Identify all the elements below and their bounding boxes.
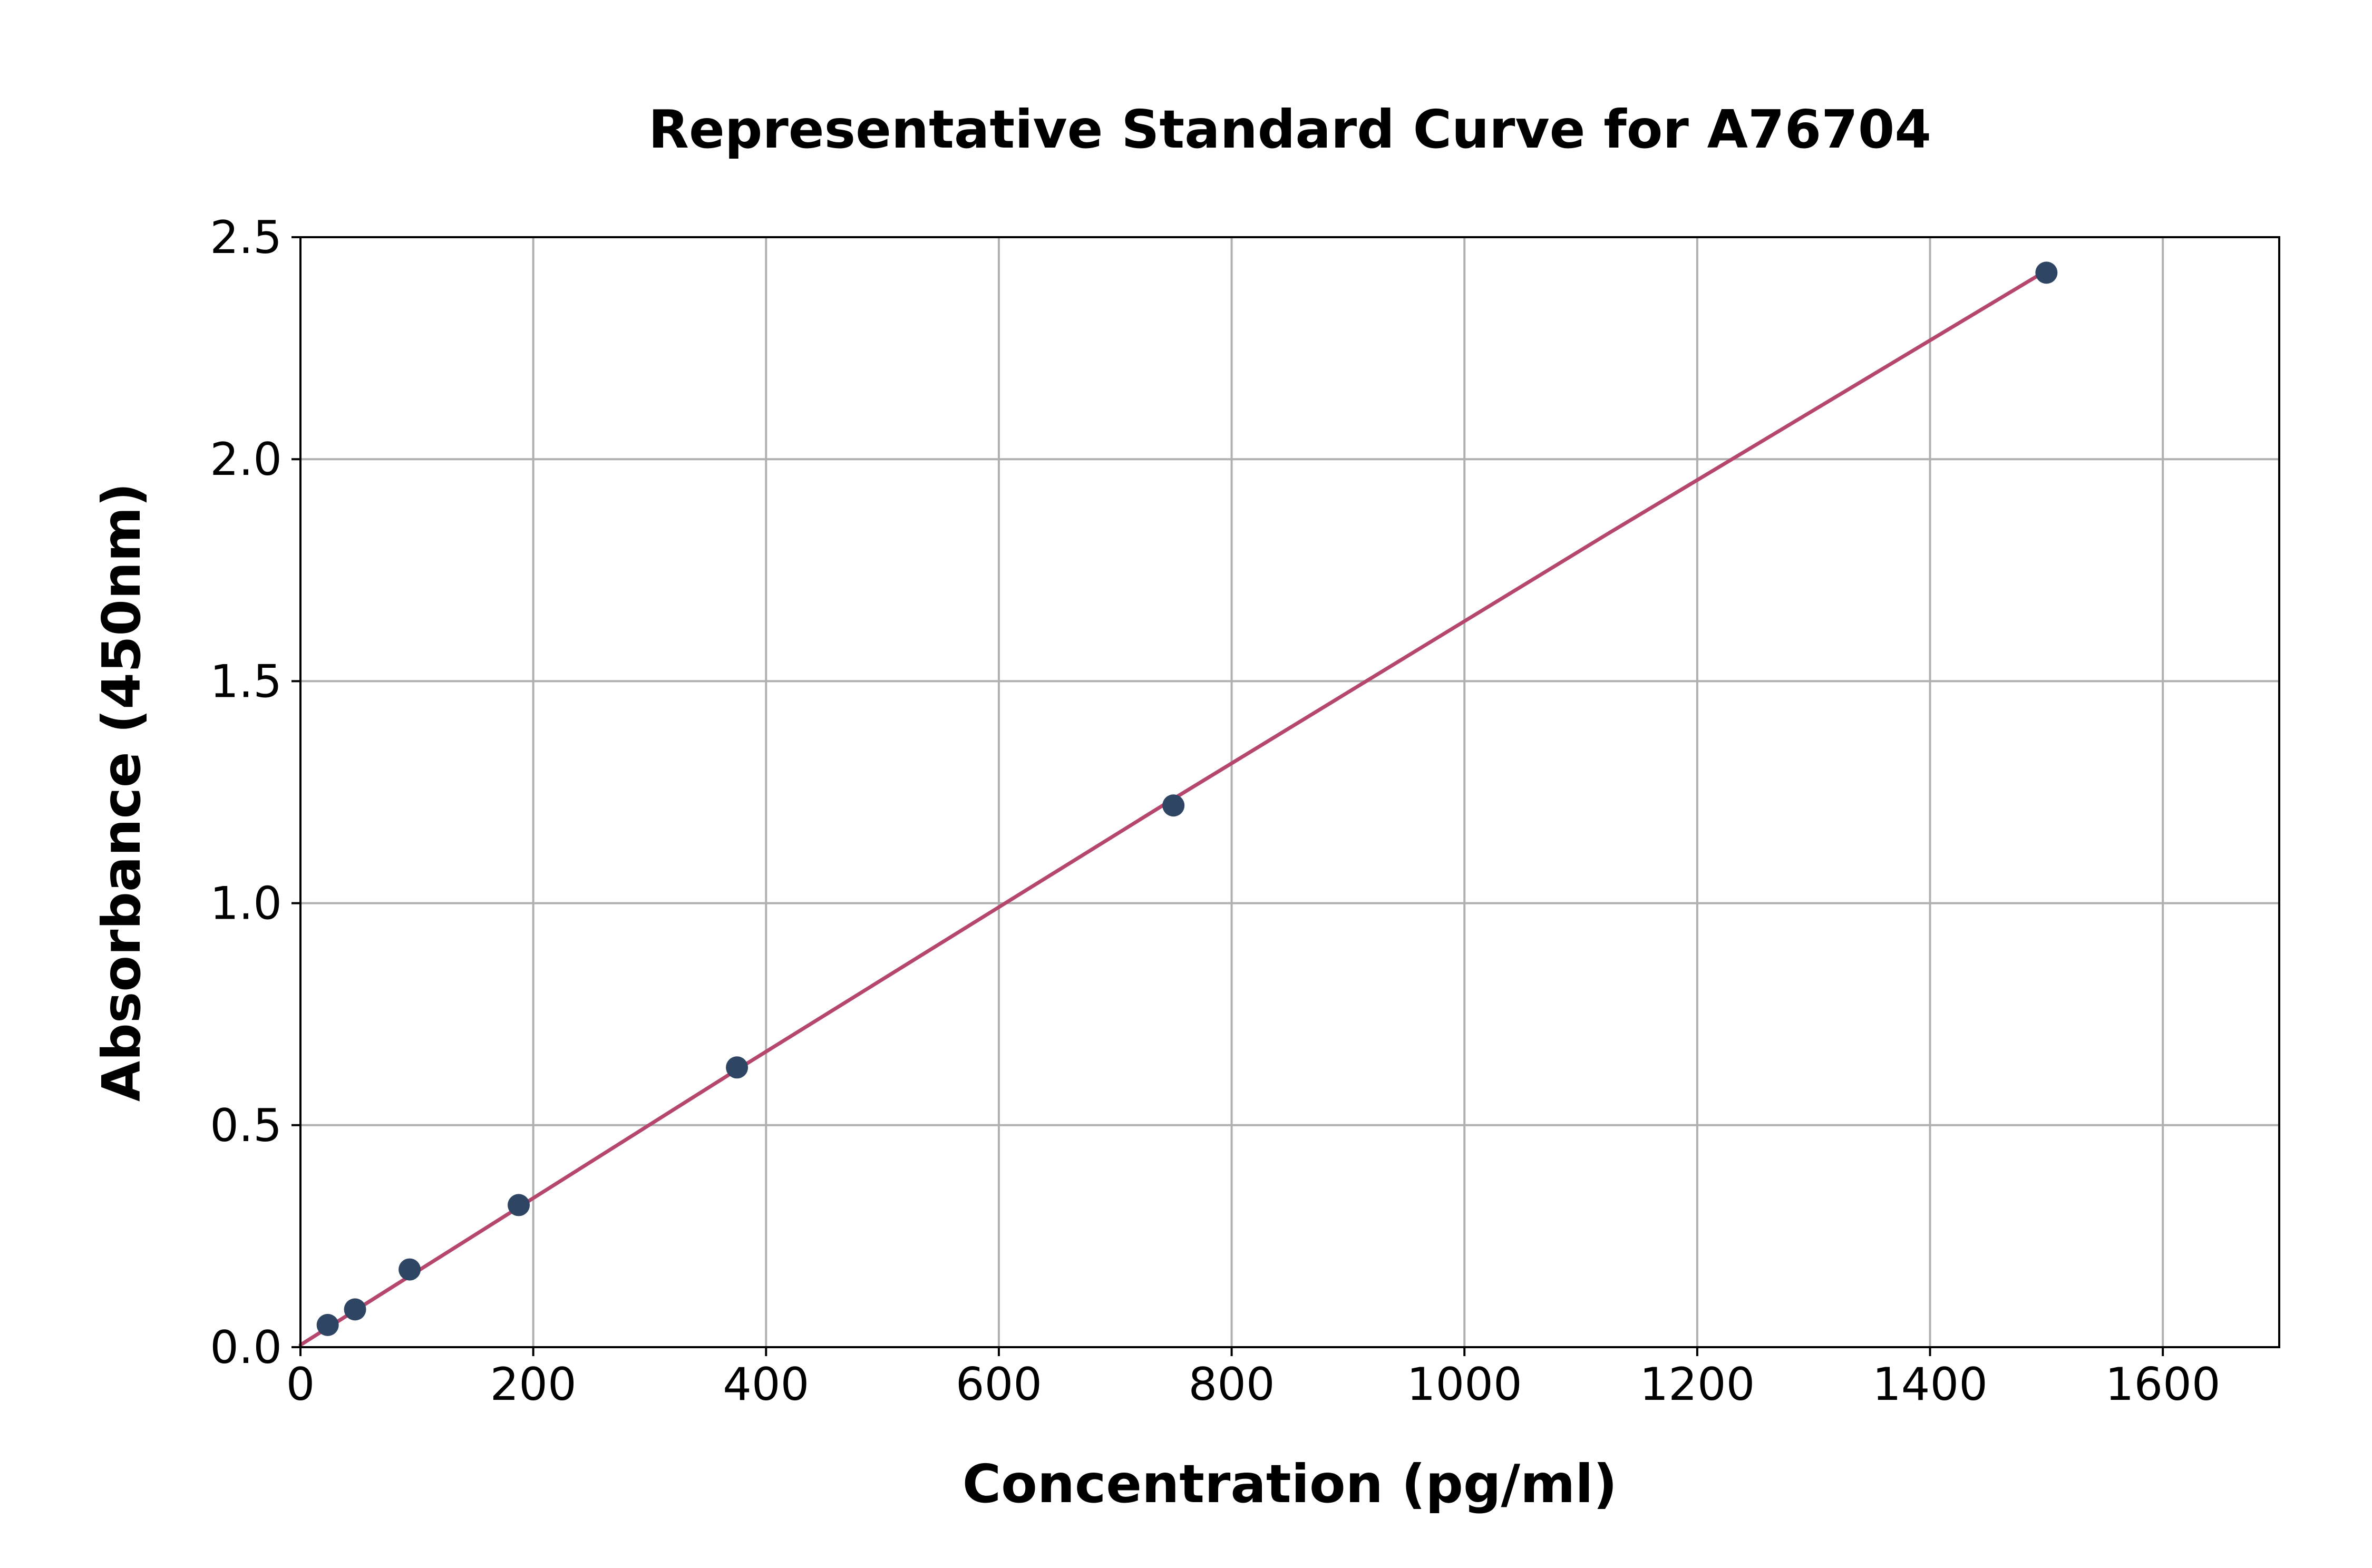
y-tick-label: 0.5 — [210, 1099, 282, 1152]
x-axis-ticks: 0 200 400 600 800 1000 1200 1400 1600 — [286, 1347, 2221, 1411]
data-point — [398, 1258, 421, 1281]
x-axis-label: Concentration (pg/ml) — [963, 1453, 1618, 1515]
x-tick-label: 1200 — [1639, 1358, 1755, 1411]
x-tick-label: 0 — [286, 1358, 315, 1411]
data-point — [2035, 261, 2058, 284]
data-point — [508, 1194, 530, 1216]
y-tick-label: 1.5 — [210, 655, 282, 708]
x-tick-label: 200 — [490, 1358, 577, 1411]
chart-title: Representative Standard Curve for A76704 — [648, 99, 1931, 160]
x-tick-label: 800 — [1189, 1358, 1275, 1411]
x-tick-label: 600 — [956, 1358, 1042, 1411]
y-tick-label: 0.0 — [210, 1321, 282, 1374]
y-tick-label: 2.0 — [210, 433, 282, 486]
y-axis-ticks: 0.0 0.5 1.0 1.5 2.0 2.5 — [210, 211, 300, 1374]
y-tick-label: 2.5 — [210, 211, 282, 264]
data-point — [1162, 794, 1185, 817]
x-tick-label: 400 — [723, 1358, 809, 1411]
data-point — [316, 1313, 339, 1336]
x-tick-label: 1000 — [1407, 1358, 1522, 1411]
x-tick-label: 1600 — [2105, 1358, 2221, 1411]
data-points-layer — [316, 261, 2058, 1336]
data-point — [344, 1298, 366, 1321]
data-point — [726, 1056, 748, 1079]
y-tick-label: 1.0 — [210, 878, 282, 930]
y-axis-label: Absorbance (450nm) — [91, 483, 152, 1102]
x-tick-label: 1400 — [1872, 1358, 1988, 1411]
plot-frame — [299, 236, 2280, 1348]
